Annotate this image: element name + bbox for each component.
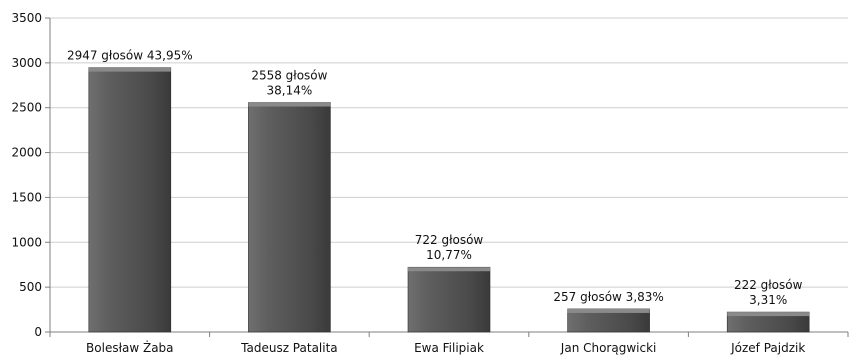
data-label: 257 głosów 3,83% (553, 290, 663, 304)
x-category-label: Bolesław Żaba (86, 340, 173, 355)
y-tick-label: 500 (19, 280, 42, 294)
data-label: 722 głosów (415, 233, 484, 247)
y-tick-label: 0 (34, 325, 42, 339)
data-label: 2947 głosów 43,95% (67, 49, 193, 63)
y-tick-label: 2000 (11, 146, 42, 160)
y-tick-label: 1500 (11, 190, 42, 204)
bar-top-cap (88, 67, 171, 72)
data-label: 3,31% (749, 293, 787, 307)
bar-top-cap (408, 267, 490, 272)
x-category-label: Józef Pajdzik (730, 341, 805, 355)
x-category-label: Tadeusz Patalita (240, 341, 338, 355)
bar (407, 266, 491, 333)
bar-top-cap (567, 308, 650, 313)
x-category-label: Jan Chorągwicki (560, 341, 657, 355)
x-axis-category-labels: Bolesław Żaba Tadeusz Patalita Ewa Filipia… (86, 340, 805, 355)
bar (88, 67, 172, 333)
y-axis-tick-labels: 0 500 1000 1500 2000 2500 3000 3500 (11, 11, 42, 339)
data-label: 222 głosów (734, 278, 803, 292)
data-label: 2558 głosów (251, 69, 327, 83)
data-label: 10,77% (426, 248, 472, 262)
y-tick-label: 3500 (11, 11, 42, 25)
data-label: 38,14% (267, 84, 313, 98)
y-tick-label: 1000 (11, 235, 42, 249)
y-tick-label: 2500 (11, 101, 42, 115)
gridlines (50, 17, 848, 288)
bars (88, 67, 810, 333)
bar (248, 102, 331, 333)
y-tick-label: 3000 (11, 56, 42, 70)
x-category-label: Ewa Filipiak (414, 341, 484, 355)
bar-top-cap (727, 312, 810, 317)
bar-top-cap (248, 102, 331, 107)
